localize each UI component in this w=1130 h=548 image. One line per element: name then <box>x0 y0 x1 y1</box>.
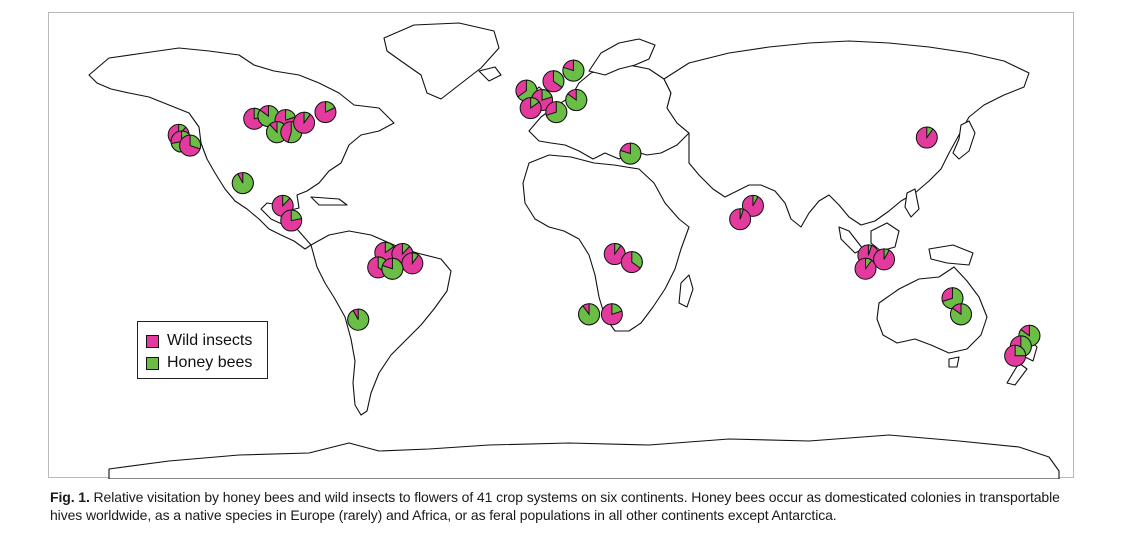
pie-honey-bees-share <box>562 59 585 82</box>
pie-honey-bees-share <box>347 308 370 331</box>
australia-outline <box>876 266 988 354</box>
site-pie <box>231 172 254 195</box>
site-pie <box>854 257 877 280</box>
pie-honey-bees-share <box>411 252 420 265</box>
philippines-outline <box>904 188 920 218</box>
figure-caption: Fig. 1. Relative visitation by honey bee… <box>50 488 1090 524</box>
pie-honey-bees-share <box>189 134 202 150</box>
pie-honey-bees-share <box>614 243 622 256</box>
madagascar-outline <box>678 274 694 308</box>
pie-honey-bees-share <box>752 194 759 207</box>
visitation-pies <box>167 59 1041 367</box>
site-pie <box>619 142 642 165</box>
site-pie <box>578 303 601 326</box>
pie-honey-bees-share <box>883 248 890 260</box>
antarctica-outline <box>108 434 1060 479</box>
continent-outlines <box>88 22 1060 479</box>
figure-caption-text: Relative visitation by honey bees and wi… <box>50 489 1060 523</box>
world-map-canvas <box>88 22 1060 479</box>
cuba-outline <box>310 196 348 206</box>
site-pie <box>401 252 424 275</box>
site-pie <box>729 208 752 231</box>
legend-swatch-wild-insects <box>146 334 159 348</box>
legend-swatch-honey-bees <box>146 356 159 370</box>
pie-honey-bees-share <box>867 244 873 256</box>
africa-outline <box>522 154 690 332</box>
legend-label-wild-insects: Wild insects <box>167 332 253 349</box>
site-pie <box>950 303 972 326</box>
new-zealand-south-outline <box>1006 362 1028 386</box>
site-pie <box>562 59 585 82</box>
legend-item-wild-insects: Wild insects <box>146 331 252 351</box>
pie-honey-bees-share <box>1014 344 1027 357</box>
legend-label-honey-bees: Honey bees <box>167 354 253 371</box>
pie-honey-bees-share <box>631 251 643 269</box>
site-pie <box>873 248 896 271</box>
pie-honey-bees-share <box>401 243 411 256</box>
site-pie <box>545 101 568 124</box>
scandinavia-outline <box>588 38 656 76</box>
site-pie <box>600 303 623 326</box>
site-pie <box>531 89 554 112</box>
pie-honey-bees-share <box>865 257 873 271</box>
pie-honey-bees-share <box>324 101 336 113</box>
pie-honey-bees-share <box>381 257 404 280</box>
pie-honey-bees-share <box>552 70 565 89</box>
site-pie <box>280 209 303 232</box>
site-pie <box>179 134 202 157</box>
pie-honey-bees-share <box>303 111 311 125</box>
pie-honey-bees-share <box>530 97 540 110</box>
legend-item-honey-bees: Honey bees <box>146 353 252 373</box>
pie-honey-bees-share <box>611 303 623 315</box>
pie-honey-bees-share <box>541 89 553 101</box>
iceland-outline <box>478 66 502 82</box>
site-pie <box>293 111 316 134</box>
figure-label: Fig. 1. <box>50 489 90 505</box>
site-pie <box>347 308 370 331</box>
pie-honey-bees-share <box>282 194 291 208</box>
asia-outline <box>663 40 1030 228</box>
site-pie <box>381 257 404 280</box>
world-map <box>48 12 1074 479</box>
greenland-outline <box>383 22 500 100</box>
site-pie <box>915 126 938 149</box>
borneo-outline <box>870 222 900 252</box>
site-pie <box>565 89 588 112</box>
pie-honey-bees-share <box>231 172 254 194</box>
pie-honey-bees-share <box>926 126 934 140</box>
tasmania-outline <box>948 356 960 368</box>
site-pie <box>542 70 565 93</box>
pie-honey-bees-share <box>384 241 395 254</box>
pie-honey-bees-share <box>545 101 568 124</box>
pie-honey-bees-share <box>619 142 642 165</box>
pie-honey-bees-share <box>578 303 601 326</box>
japan-outline <box>952 120 976 160</box>
site-pie <box>314 101 337 124</box>
site-pie <box>1004 344 1027 367</box>
new-guinea-outline <box>928 244 974 266</box>
pie-honey-bees-share <box>739 208 745 220</box>
pie-honey-bees-share <box>565 89 588 111</box>
north-america-outline <box>88 47 395 250</box>
site-pie <box>519 97 542 120</box>
legend: Wild insects Honey bees <box>137 321 268 379</box>
pie-honey-bees-share <box>290 209 303 222</box>
pie-honey-bees-share <box>950 303 972 326</box>
site-pie <box>741 194 764 217</box>
site-pie <box>620 251 643 274</box>
